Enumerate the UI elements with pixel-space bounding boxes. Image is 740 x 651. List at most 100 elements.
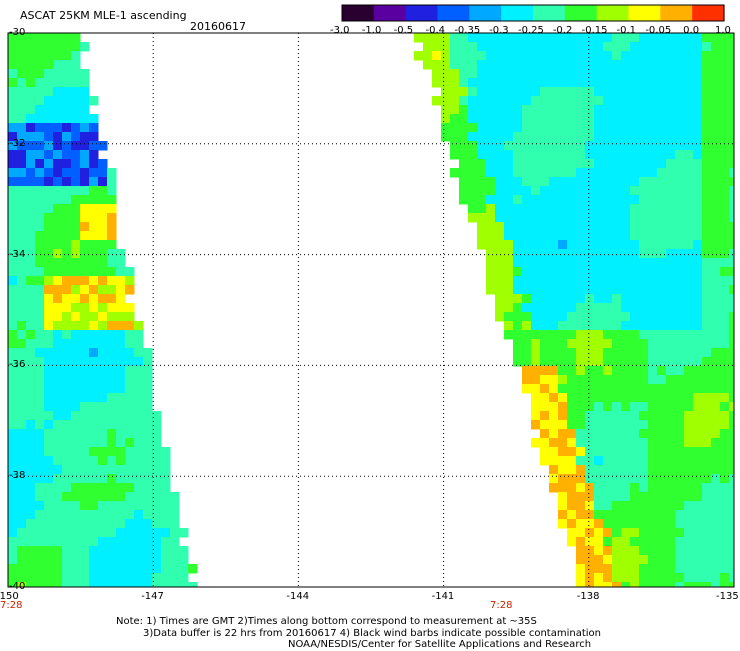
swath-cell xyxy=(621,240,631,250)
swath-cell xyxy=(17,375,27,385)
swath-cell xyxy=(107,258,117,268)
colorbar-tick-label: -1.0 xyxy=(361,25,382,36)
swath-cell xyxy=(8,510,18,520)
swath-cell xyxy=(44,393,54,403)
swath-cell xyxy=(116,510,126,520)
swath-cell xyxy=(630,564,640,574)
swath-cell xyxy=(80,114,90,124)
swath-cell xyxy=(549,267,559,277)
swath-cell xyxy=(170,501,180,511)
swath-cell xyxy=(594,51,604,61)
swath-cell xyxy=(585,240,595,250)
swath-cell xyxy=(702,483,712,493)
swath-cell xyxy=(666,393,676,403)
swath-cell xyxy=(576,393,586,403)
swath-cell xyxy=(666,312,676,322)
swath-cell xyxy=(53,312,63,322)
swath-cell xyxy=(62,60,72,70)
swath-cell xyxy=(576,465,586,475)
swath-cell xyxy=(432,60,442,70)
swath-cell xyxy=(630,393,640,403)
swath-cell xyxy=(125,447,135,457)
swath-cell xyxy=(648,321,658,331)
swath-cell xyxy=(8,105,18,115)
swath-cell xyxy=(675,87,685,97)
swath-cell xyxy=(702,447,712,457)
swath-cell xyxy=(666,60,676,70)
swath-cell xyxy=(89,438,99,448)
swath-cell xyxy=(567,69,577,79)
swath-cell xyxy=(504,249,514,259)
swath-cell xyxy=(666,483,676,493)
swath-cell xyxy=(639,123,649,133)
swath-cell xyxy=(666,87,676,97)
swath-cell xyxy=(657,132,667,142)
swath-cell xyxy=(612,276,622,286)
swath-cell xyxy=(459,132,469,142)
swath-cell xyxy=(152,474,162,484)
swath-cell xyxy=(26,546,36,556)
swath-cell xyxy=(116,456,126,466)
swath-cell xyxy=(630,312,640,322)
swath-cell xyxy=(98,303,108,313)
swath-cell xyxy=(98,492,108,502)
swath-cell xyxy=(666,231,676,241)
swath-cell xyxy=(116,366,126,376)
swath-cell xyxy=(513,348,523,358)
swath-cell xyxy=(44,195,54,205)
swath-cell xyxy=(702,393,712,403)
swath-cell xyxy=(657,105,667,115)
swath-cell xyxy=(495,312,505,322)
swath-cell xyxy=(441,123,451,133)
swath-cell xyxy=(107,402,117,412)
swath-cell xyxy=(603,573,613,583)
swath-cell xyxy=(702,501,712,511)
swath-cell xyxy=(107,366,117,376)
swath-cell xyxy=(612,339,622,349)
swath-cell xyxy=(702,564,712,574)
swath-cell xyxy=(648,438,658,448)
swath-cell xyxy=(62,456,72,466)
swath-cell xyxy=(684,249,694,259)
swath-cell xyxy=(17,240,27,250)
swath-cell xyxy=(53,51,63,61)
swath-cell xyxy=(576,222,586,232)
latitude-label: -38 xyxy=(9,470,26,482)
swath-cell xyxy=(98,249,108,259)
swath-cell xyxy=(161,447,171,457)
swath-cell xyxy=(549,222,559,232)
swath-cell xyxy=(720,429,730,439)
swath-cell xyxy=(720,303,730,313)
swath-cell xyxy=(134,429,144,439)
swath-cell xyxy=(513,195,523,205)
swath-cell xyxy=(62,375,72,385)
swath-cell xyxy=(603,177,613,187)
swath-cell xyxy=(639,69,649,79)
colorbar-tick-label: -0.05 xyxy=(645,25,672,36)
swath-cell xyxy=(98,267,108,277)
swath-cell xyxy=(711,321,721,331)
swath-cell xyxy=(53,123,63,133)
swath-cell xyxy=(107,384,117,394)
swath-cell xyxy=(648,564,658,574)
swath-cell xyxy=(594,123,604,133)
swath-cell xyxy=(26,294,36,304)
swath-cell xyxy=(152,510,162,520)
swath-cell xyxy=(666,447,676,457)
swath-cell xyxy=(711,573,721,583)
swath-cell xyxy=(684,546,694,556)
swath-cell xyxy=(567,303,577,313)
swath-cell xyxy=(585,501,595,511)
swath-cell xyxy=(71,132,81,142)
swath-cell xyxy=(432,51,442,61)
colorbar-tick-label: -0.35 xyxy=(454,25,481,36)
swath-cell xyxy=(648,285,658,295)
swath-cell xyxy=(594,312,604,322)
swath-cell xyxy=(720,501,730,511)
latitude-label: -40 xyxy=(9,581,26,592)
swath-cell xyxy=(675,438,685,448)
swath-cell xyxy=(62,177,72,187)
swath-cell xyxy=(684,339,694,349)
swath-cell xyxy=(576,402,586,412)
swath-cell xyxy=(630,438,640,448)
